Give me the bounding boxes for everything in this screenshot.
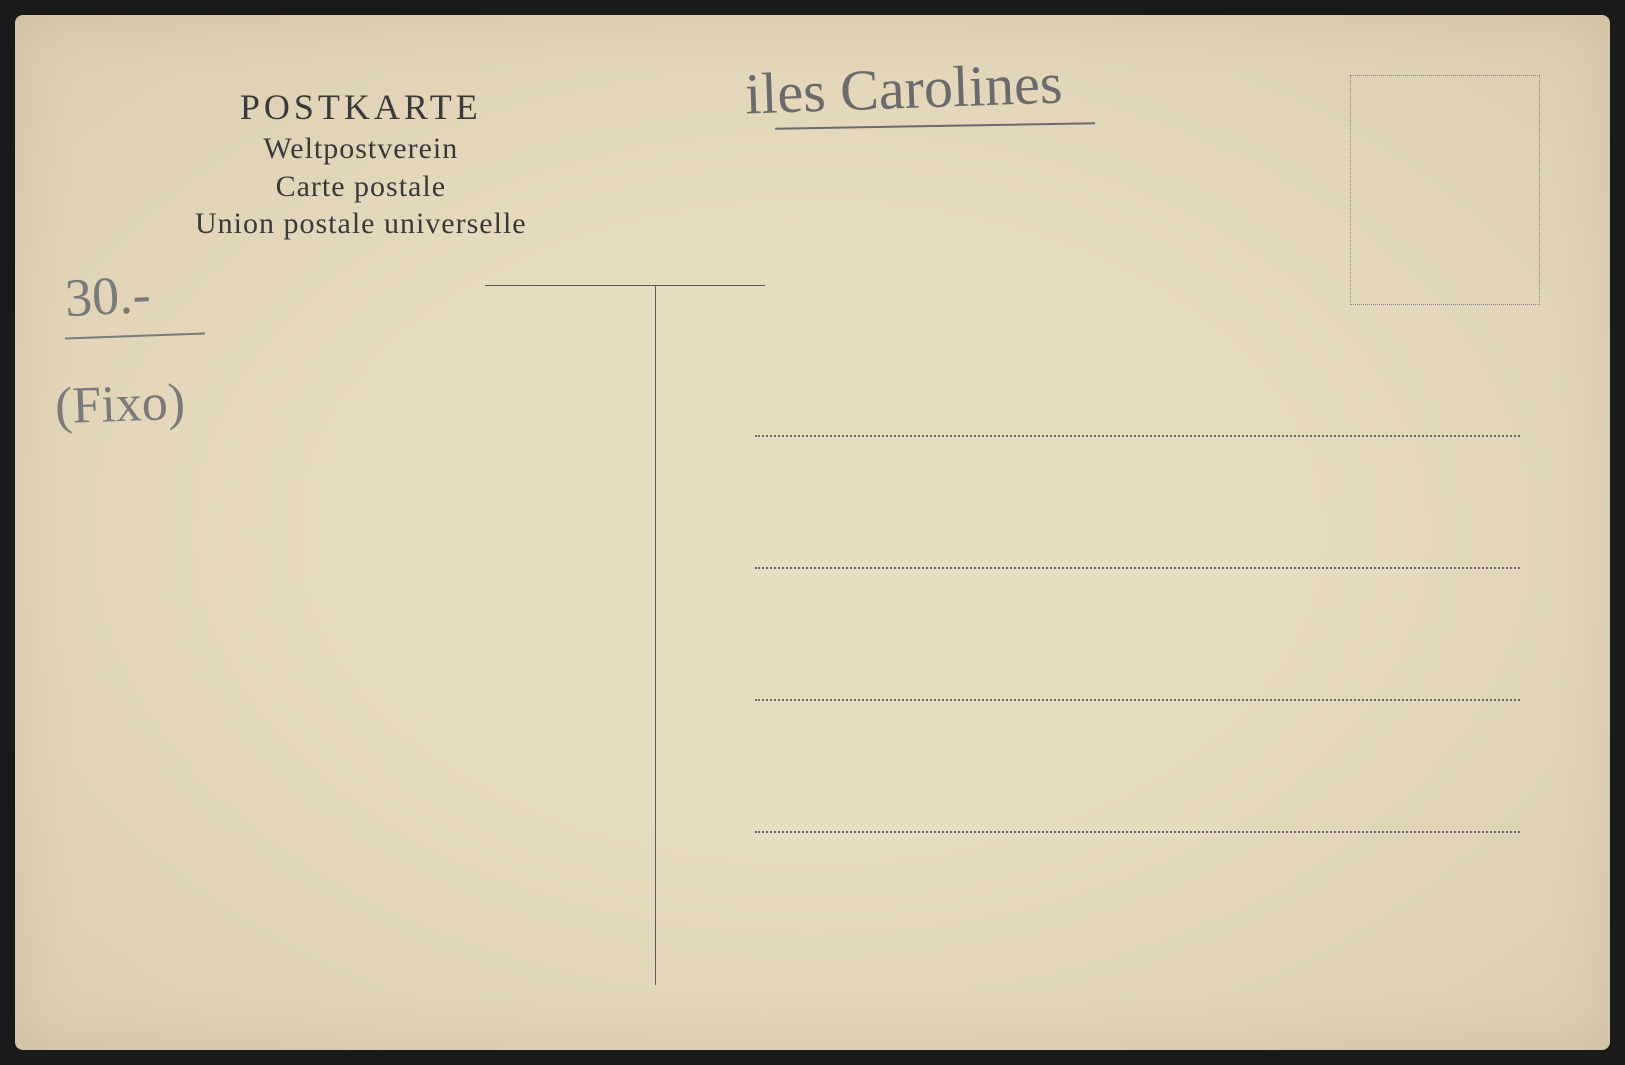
address-line <box>755 699 1520 701</box>
address-line <box>755 567 1520 569</box>
address-line <box>755 831 1520 833</box>
address-area <box>755 435 1520 833</box>
handwritten-side-note: (Fixo) <box>54 373 186 437</box>
postcard-header: POSTKARTE Weltpostverein Carte postale U… <box>195 85 527 243</box>
header-subtitle-upu: Union postale universelle <box>195 205 527 243</box>
handwritten-price: 30.- <box>63 263 152 329</box>
header-title: POSTKARTE <box>195 85 527 130</box>
divider-horizontal <box>485 285 765 286</box>
header-subtitle-de: Weltpostverein <box>195 130 527 168</box>
handwritten-price-underline <box>65 333 205 340</box>
postcard: POSTKARTE Weltpostverein Carte postale U… <box>15 15 1610 1050</box>
handwritten-location-note: iles Carolines <box>744 49 1063 127</box>
header-subtitle-fr: Carte postale <box>195 168 527 206</box>
divider-vertical <box>655 285 656 985</box>
address-line <box>755 435 1520 437</box>
stamp-placeholder <box>1350 75 1540 305</box>
